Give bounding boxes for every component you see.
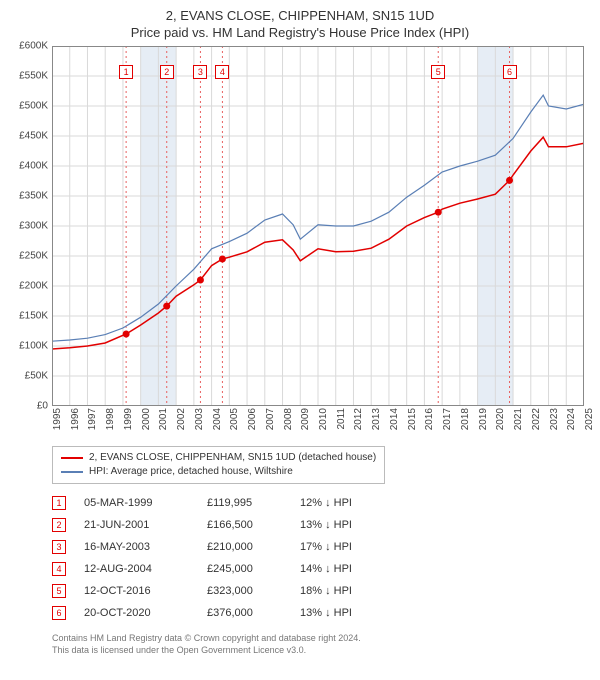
y-tick-label: £400K xyxy=(19,161,48,172)
y-tick-label: £0 xyxy=(37,401,48,412)
x-tick-label: 2008 xyxy=(283,408,294,430)
table-row: 3 16-MAY-2003 £210,000 17% ↓ HPI xyxy=(52,536,590,558)
y-tick-label: £350K xyxy=(19,191,48,202)
x-tick-label: 2017 xyxy=(442,408,453,430)
x-tick-label: 2007 xyxy=(265,408,276,430)
sale-pct: 13% ↓ HPI xyxy=(300,607,395,619)
sale-price: £166,500 xyxy=(207,519,282,531)
y-tick-label: £200K xyxy=(19,281,48,292)
title-subtitle: Price paid vs. HM Land Registry's House … xyxy=(10,25,590,40)
table-row: 2 21-JUN-2001 £166,500 13% ↓ HPI xyxy=(52,514,590,536)
x-tick-label: 2001 xyxy=(158,408,169,430)
x-tick-label: 1999 xyxy=(123,408,134,430)
y-tick-label: £550K xyxy=(19,71,48,82)
footer: Contains HM Land Registry data © Crown c… xyxy=(52,632,590,656)
y-tick-label: £300K xyxy=(19,221,48,232)
x-tick-label: 2005 xyxy=(229,408,240,430)
table-row: 5 12-OCT-2016 £323,000 18% ↓ HPI xyxy=(52,580,590,602)
sale-date: 05-MAR-1999 xyxy=(84,497,189,509)
sale-number: 1 xyxy=(52,496,66,510)
legend: 2, EVANS CLOSE, CHIPPENHAM, SN15 1UD (de… xyxy=(52,446,385,484)
x-tick-label: 2014 xyxy=(389,408,400,430)
sale-price: £323,000 xyxy=(207,585,282,597)
x-tick-label: 1996 xyxy=(70,408,81,430)
y-tick-label: £600K xyxy=(19,41,48,52)
sale-price: £210,000 xyxy=(207,541,282,553)
x-tick-label: 2020 xyxy=(495,408,506,430)
x-tick-label: 2024 xyxy=(566,408,577,430)
footer-line1: Contains HM Land Registry data © Crown c… xyxy=(52,632,590,644)
table-row: 4 12-AUG-2004 £245,000 14% ↓ HPI xyxy=(52,558,590,580)
sale-price: £245,000 xyxy=(207,563,282,575)
legend-label: HPI: Average price, detached house, Wilt… xyxy=(89,465,293,479)
x-tick-label: 2022 xyxy=(531,408,542,430)
legend-row: HPI: Average price, detached house, Wilt… xyxy=(61,465,376,479)
x-tick-label: 2006 xyxy=(247,408,258,430)
x-tick-label: 1998 xyxy=(105,408,116,430)
sale-pct: 13% ↓ HPI xyxy=(300,519,395,531)
sale-pct: 14% ↓ HPI xyxy=(300,563,395,575)
sale-date: 20-OCT-2020 xyxy=(84,607,189,619)
y-tick-label: £500K xyxy=(19,101,48,112)
legend-label: 2, EVANS CLOSE, CHIPPENHAM, SN15 1UD (de… xyxy=(89,451,376,465)
y-tick-label: £50K xyxy=(25,371,48,382)
y-tick-label: £150K xyxy=(19,311,48,322)
footer-line2: This data is licensed under the Open Gov… xyxy=(52,644,590,656)
x-tick-label: 1995 xyxy=(52,408,63,430)
x-tick-label: 2010 xyxy=(318,408,329,430)
sale-pct: 12% ↓ HPI xyxy=(300,497,395,509)
x-tick-label: 2012 xyxy=(353,408,364,430)
sale-date: 12-OCT-2016 xyxy=(84,585,189,597)
sale-pct: 18% ↓ HPI xyxy=(300,585,395,597)
x-axis-labels: 1995 1996 1997 1998 1999 2000 2001 2002 2003 2004… xyxy=(52,406,584,440)
y-tick-label: £250K xyxy=(19,251,48,262)
table-row: 1 05-MAR-1999 £119,995 12% ↓ HPI xyxy=(52,492,590,514)
sale-number: 6 xyxy=(52,606,66,620)
x-tick-label: 2025 xyxy=(584,408,595,430)
y-tick-label: £450K xyxy=(19,131,48,142)
sale-date: 12-AUG-2004 xyxy=(84,563,189,575)
x-tick-label: 2000 xyxy=(141,408,152,430)
sales-table: 1 05-MAR-1999 £119,995 12% ↓ HPI 2 21-JUN-200… xyxy=(52,492,590,624)
x-tick-label: 2019 xyxy=(478,408,489,430)
x-tick-label: 2011 xyxy=(336,408,347,430)
x-tick-label: 2009 xyxy=(300,408,311,430)
sale-price: £119,995 xyxy=(207,497,282,509)
x-tick-label: 2004 xyxy=(212,408,223,430)
sale-date: 16-MAY-2003 xyxy=(84,541,189,553)
x-tick-label: 2002 xyxy=(176,408,187,430)
sale-number: 4 xyxy=(52,562,66,576)
x-tick-label: 1997 xyxy=(87,408,98,430)
sale-pct: 17% ↓ HPI xyxy=(300,541,395,553)
chart-svg xyxy=(52,46,584,406)
legend-swatch xyxy=(61,471,83,473)
title-address: 2, EVANS CLOSE, CHIPPENHAM, SN15 1UD xyxy=(10,8,590,23)
x-tick-label: 2021 xyxy=(513,408,524,430)
sale-date: 21-JUN-2001 xyxy=(84,519,189,531)
legend-swatch xyxy=(61,457,83,459)
x-tick-label: 2016 xyxy=(424,408,435,430)
x-tick-label: 2023 xyxy=(549,408,560,430)
sale-price: £376,000 xyxy=(207,607,282,619)
sale-number: 2 xyxy=(52,518,66,532)
x-tick-label: 2013 xyxy=(371,408,382,430)
sale-number: 3 xyxy=(52,540,66,554)
legend-row: 2, EVANS CLOSE, CHIPPENHAM, SN15 1UD (de… xyxy=(61,451,376,465)
chart-titles: 2, EVANS CLOSE, CHIPPENHAM, SN15 1UD Pri… xyxy=(10,8,590,40)
y-tick-label: £100K xyxy=(19,341,48,352)
x-tick-label: 2018 xyxy=(460,408,471,430)
x-tick-label: 2003 xyxy=(194,408,205,430)
sale-number: 5 xyxy=(52,584,66,598)
x-tick-label: 2015 xyxy=(407,408,418,430)
y-axis-labels: £0£50K£100K£150K£200K£250K£300K£350K£400… xyxy=(10,46,50,406)
chart-area: £0£50K£100K£150K£200K£250K£300K£350K£400… xyxy=(52,46,584,406)
table-row: 6 20-OCT-2020 £376,000 13% ↓ HPI xyxy=(52,602,590,624)
